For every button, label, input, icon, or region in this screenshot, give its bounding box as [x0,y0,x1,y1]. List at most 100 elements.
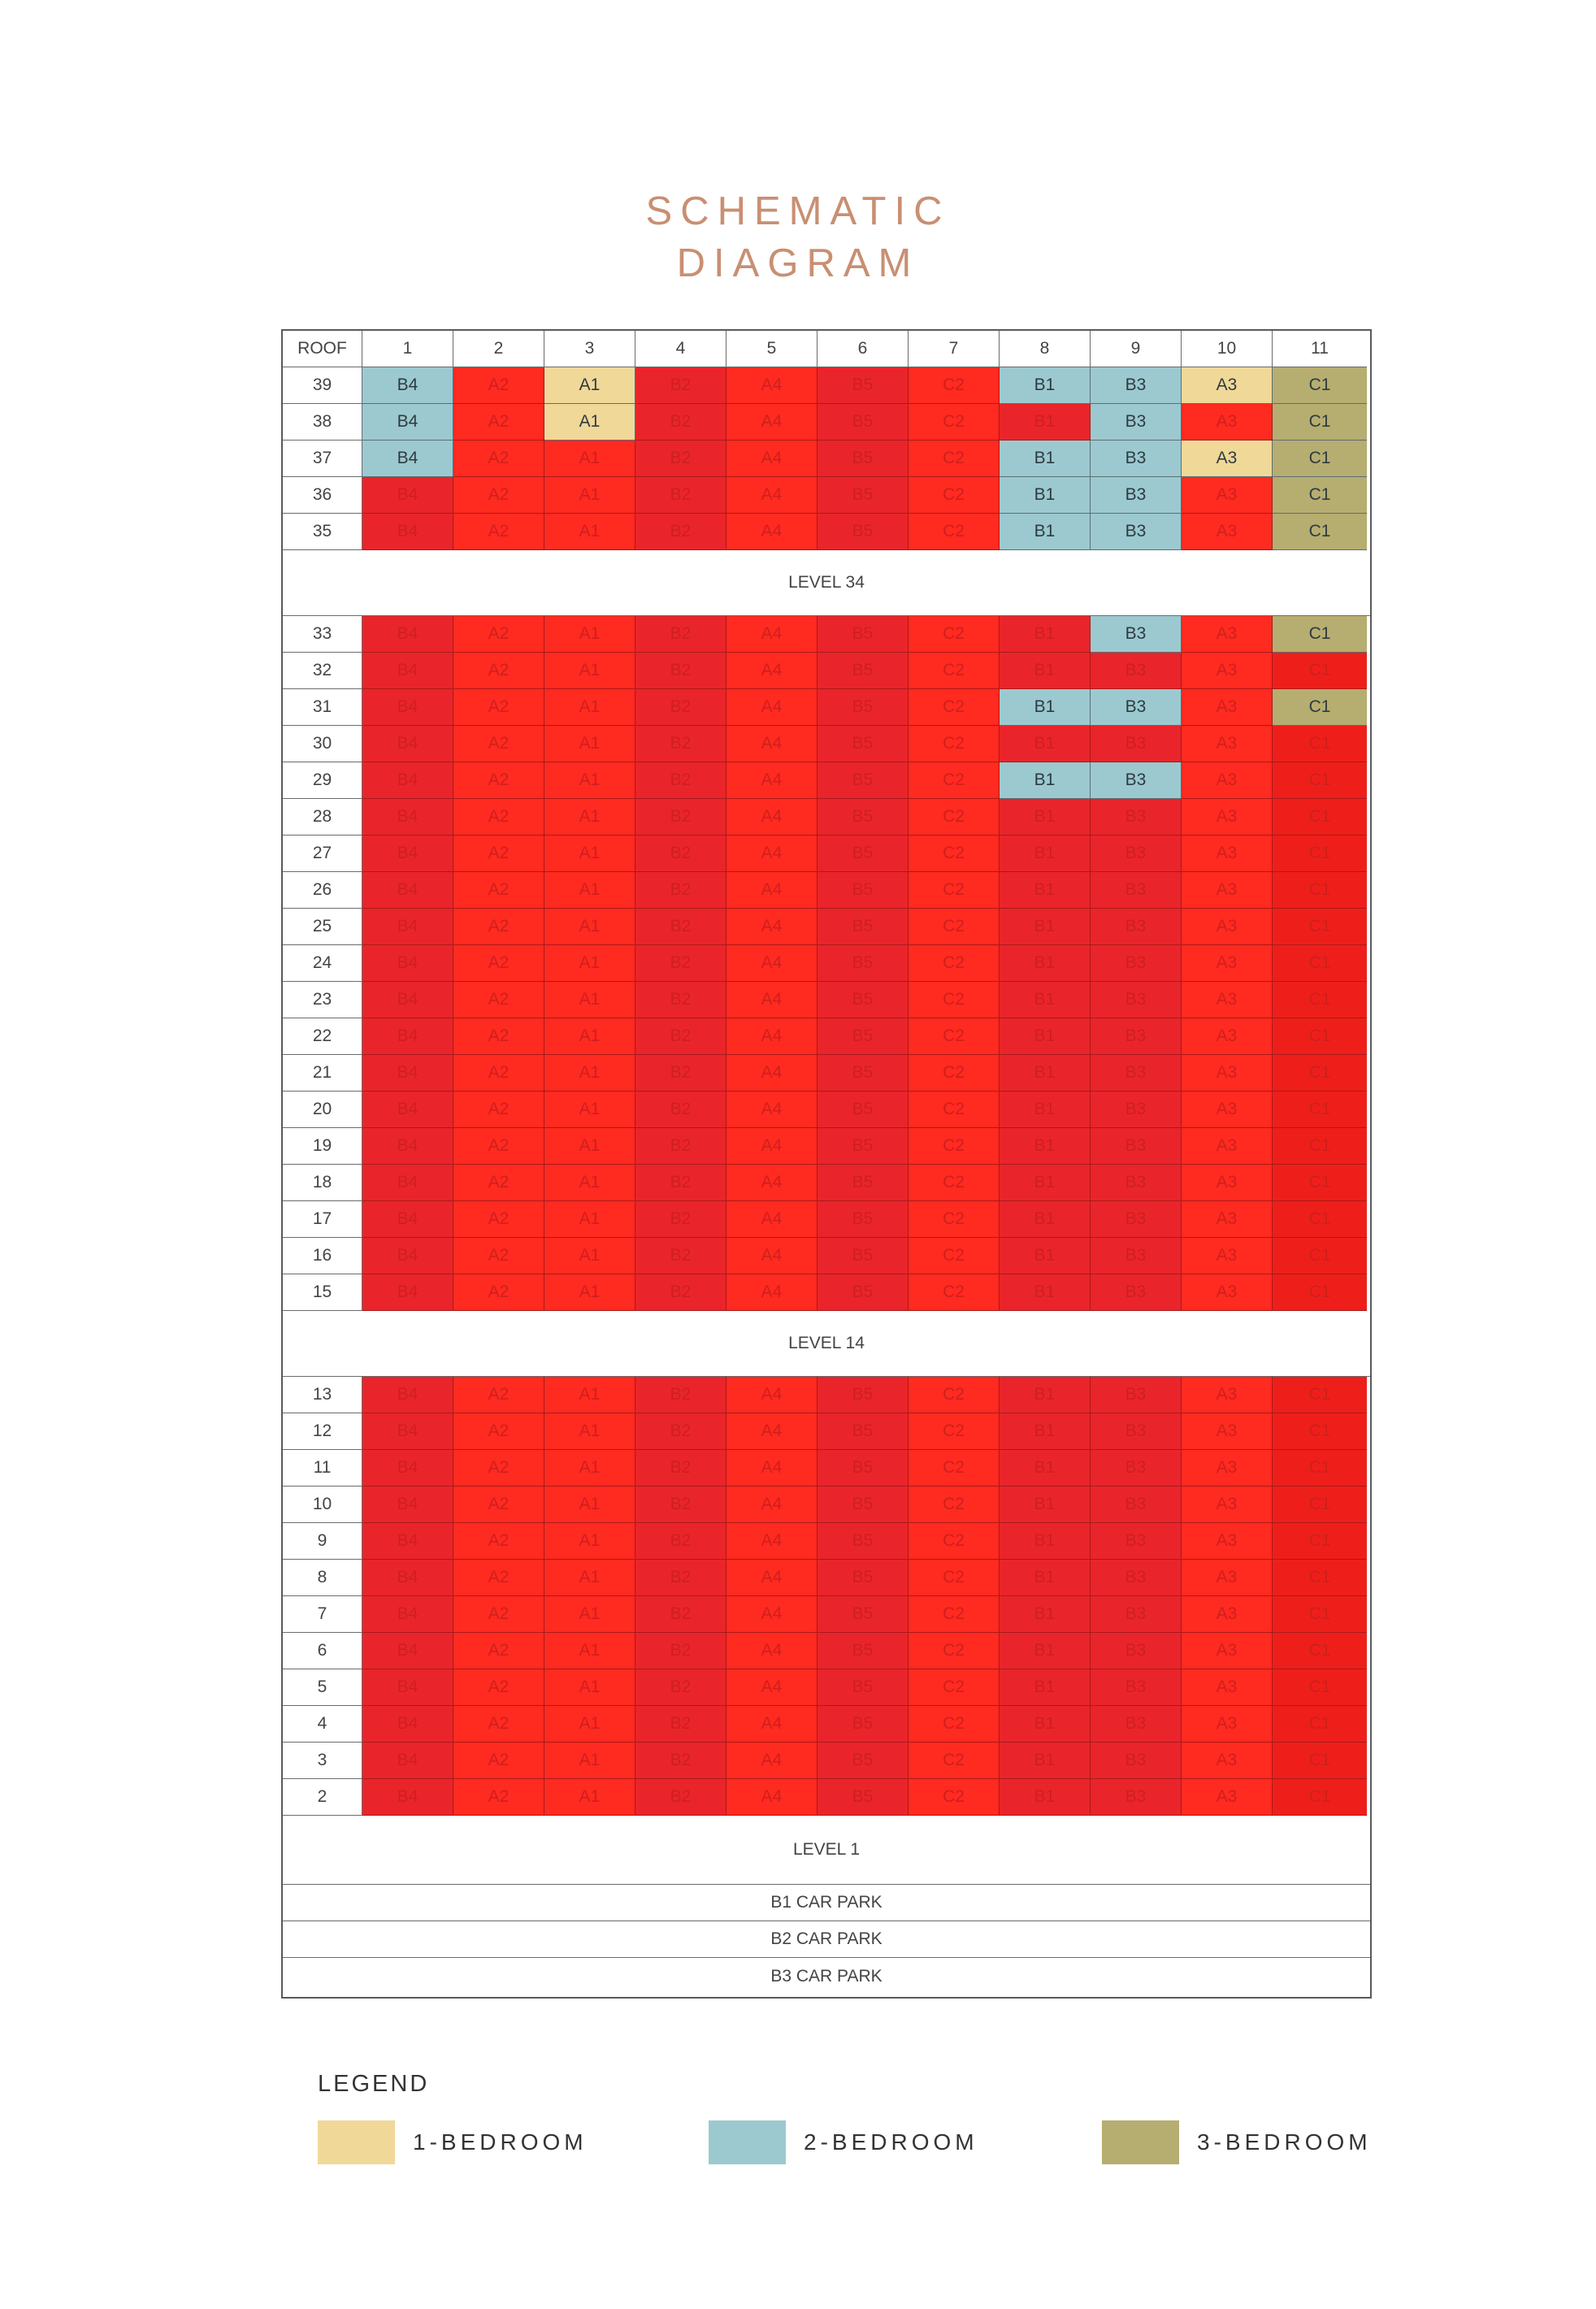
unit-cell-sold: C2 [909,945,1000,982]
unit-cell-sold: B3 [1091,799,1182,835]
unit-cell-sold: C1 [1273,1128,1367,1165]
unit-cell-available[interactable]: A1 [544,404,635,441]
floor-row: 29 B4 A2 A1 B2 A4 B5 C2 B1 B3 A3 C1 [283,762,1370,799]
unit-cell-available[interactable]: C1 [1273,616,1367,653]
unit-cell-available[interactable]: B4 [362,441,453,477]
unit-cell-available[interactable]: A3 [1182,367,1273,404]
floor-label: 26 [283,872,362,909]
unit-cell-sold: B2 [635,799,726,835]
unit-cell-available[interactable]: C1 [1273,404,1367,441]
unit-cell-sold: B1 [1000,404,1091,441]
floor-row: 15 B4 A2 A1 B2 A4 B5 C2 B1 B3 A3 C1 [283,1274,1370,1311]
unit-cell-sold: B4 [362,1377,453,1413]
unit-cell-sold: B4 [362,1413,453,1450]
unit-cell-sold: A4 [726,1238,818,1274]
unit-cell-available[interactable]: B1 [1000,762,1091,799]
unit-cell-sold: B3 [1091,1238,1182,1274]
unit-cell-sold: B4 [362,1523,453,1560]
legend-label: 2-BEDROOM [804,2129,978,2155]
unit-cell-sold: A2 [453,1018,544,1055]
unit-cell-sold: A1 [544,1487,635,1523]
unit-cell-available[interactable]: B4 [362,404,453,441]
unit-cell-sold: A4 [726,1743,818,1779]
unit-cell-sold: A3 [1182,1165,1273,1201]
unit-cell-available[interactable]: B3 [1091,514,1182,550]
unit-cell-available[interactable]: A3 [1182,441,1273,477]
unit-cell-sold: B4 [362,1706,453,1743]
unit-cell-sold: B4 [362,909,453,945]
unit-cell-available[interactable]: B4 [362,367,453,404]
unit-cell-sold: B1 [1000,909,1091,945]
unit-cell-sold: A1 [544,799,635,835]
legend-item: 2-BEDROOM [709,2120,978,2164]
unit-cell-sold: A1 [544,1018,635,1055]
unit-cell-sold: A4 [726,909,818,945]
unit-cell-sold: B3 [1091,1596,1182,1633]
unit-cell-sold: B4 [362,616,453,653]
unit-cell-sold: B1 [1000,1706,1091,1743]
unit-cell-sold: C2 [909,872,1000,909]
unit-cell-sold: A2 [453,1055,544,1092]
unit-cell-available[interactable]: B3 [1091,441,1182,477]
floor-row: 5 B4 A2 A1 B2 A4 B5 C2 B1 B3 A3 C1 [283,1669,1370,1706]
floor-label: 37 [283,441,362,477]
unit-cell-available[interactable]: B1 [1000,441,1091,477]
unit-cell-available[interactable]: B3 [1091,367,1182,404]
floor-row: 26 B4 A2 A1 B2 A4 B5 C2 B1 B3 A3 C1 [283,872,1370,909]
unit-cell-available[interactable]: C1 [1273,689,1367,726]
floor-label: 4 [283,1706,362,1743]
floor-row: 6 B4 A2 A1 B2 A4 B5 C2 B1 B3 A3 C1 [283,1633,1370,1669]
column-header: 2 [453,331,544,367]
unit-cell-sold: B1 [1000,1560,1091,1596]
unit-cell-sold: B3 [1091,909,1182,945]
unit-cell-available[interactable]: B1 [1000,477,1091,514]
unit-cell-available[interactable]: B3 [1091,477,1182,514]
unit-cell-sold: C2 [909,1018,1000,1055]
unit-cell-available[interactable]: B3 [1091,762,1182,799]
unit-cell-sold: A2 [453,653,544,689]
unit-cell-available[interactable]: B1 [1000,689,1091,726]
unit-cell-sold: A3 [1182,1092,1273,1128]
unit-cell-sold: B3 [1091,1018,1182,1055]
unit-cell-available[interactable]: C1 [1273,441,1367,477]
unit-cell-available[interactable]: B3 [1091,689,1182,726]
unit-cell-available[interactable]: C1 [1273,477,1367,514]
level-band: LEVEL 14 [283,1311,1370,1377]
unit-cell-sold: A2 [453,909,544,945]
floor-label: 39 [283,367,362,404]
unit-cell-sold: B2 [635,835,726,872]
unit-cell-sold: B1 [1000,1669,1091,1706]
unit-cell-sold: B2 [635,909,726,945]
unit-cell-sold: A2 [453,1165,544,1201]
floor-label: 38 [283,404,362,441]
unit-cell-available[interactable]: C1 [1273,367,1367,404]
unit-cell-sold: B4 [362,982,453,1018]
floor-row: 4 B4 A2 A1 B2 A4 B5 C2 B1 B3 A3 C1 [283,1706,1370,1743]
unit-cell-sold: A3 [1182,1596,1273,1633]
unit-cell-sold: B1 [1000,1523,1091,1560]
unit-cell-sold: B3 [1091,1128,1182,1165]
unit-cell-sold: A3 [1182,1201,1273,1238]
unit-cell-available[interactable]: B3 [1091,616,1182,653]
unit-cell-sold: B4 [362,1018,453,1055]
unit-cell-sold: B3 [1091,1413,1182,1450]
legend-title: LEGEND [318,2071,430,2097]
unit-cell-sold: A2 [453,616,544,653]
unit-cell-sold: A4 [726,726,818,762]
unit-cell-available[interactable]: B1 [1000,514,1091,550]
unit-cell-sold: C1 [1273,1274,1367,1311]
unit-cell-sold: B5 [818,616,909,653]
unit-cell-sold: A3 [1182,1055,1273,1092]
unit-cell-available[interactable]: B3 [1091,404,1182,441]
unit-cell-sold: B2 [635,653,726,689]
unit-cell-available[interactable]: B1 [1000,367,1091,404]
floor-row: 28 B4 A2 A1 B2 A4 B5 C2 B1 B3 A3 C1 [283,799,1370,835]
header-row: ROOF 1 2 3 4 5 6 7 8 9 10 11 [283,331,1370,367]
level-band: B1 CAR PARK [283,1885,1370,1921]
unit-cell-available[interactable]: A1 [544,367,635,404]
unit-cell-sold: A3 [1182,909,1273,945]
unit-cell-available[interactable]: C1 [1273,514,1367,550]
unit-cell-sold: A4 [726,1201,818,1238]
unit-cell-sold: C2 [909,982,1000,1018]
unit-cell-sold: A2 [453,1377,544,1413]
